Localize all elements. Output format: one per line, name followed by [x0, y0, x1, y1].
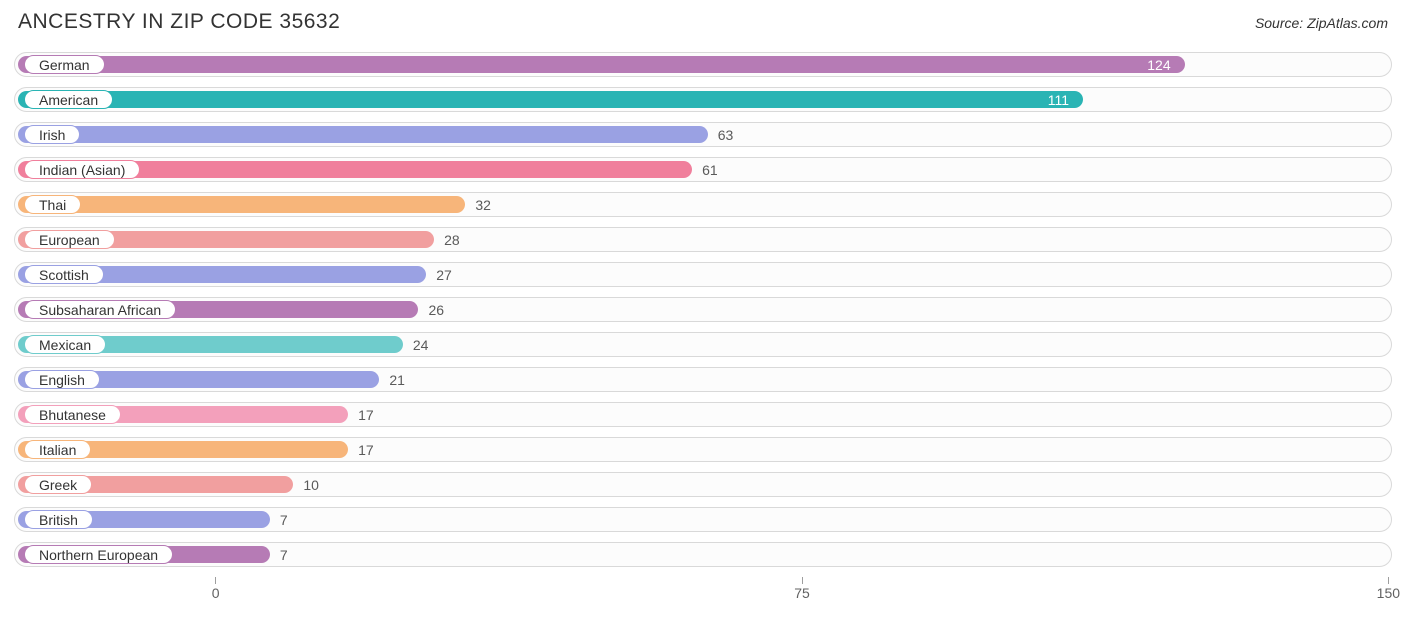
category-label-pill: Mexican	[24, 335, 106, 354]
chart-title: ANCESTRY IN ZIP CODE 35632	[18, 10, 340, 34]
bar-value: 7	[280, 507, 288, 532]
bar-row: Thai 32	[14, 192, 1392, 217]
bar-value: 111	[1048, 87, 1069, 112]
tick-label: 0	[212, 585, 220, 601]
category-label-pill: Thai	[24, 195, 81, 214]
bar-row: Northern European 7	[14, 542, 1392, 567]
bar-row: Italian 17	[14, 437, 1392, 462]
tick-mark	[802, 577, 803, 584]
x-axis: 0 75 150	[14, 577, 1392, 603]
bar-value: 61	[702, 157, 718, 182]
bar-fill	[18, 126, 708, 143]
category-label-pill: Greek	[24, 475, 92, 494]
bar-value: 27	[436, 262, 452, 287]
bar-row: Scottish 27	[14, 262, 1392, 287]
bar-row: Subsaharan African 26	[14, 297, 1392, 322]
bar-row: Irish 63	[14, 122, 1392, 147]
category-label-pill: Indian (Asian)	[24, 160, 140, 179]
category-label-pill: English	[24, 370, 100, 389]
source-attribution: Source: ZipAtlas.com	[1255, 15, 1388, 31]
axis-tick: 150	[1388, 577, 1389, 584]
tick-mark	[215, 577, 216, 584]
category-label-pill: European	[24, 230, 115, 249]
bar-row: German 124	[14, 52, 1392, 77]
bar-row: British 7	[14, 507, 1392, 532]
bar-fill	[18, 91, 1083, 108]
header: ANCESTRY IN ZIP CODE 35632 Source: ZipAt…	[14, 10, 1392, 34]
bar-value: 17	[358, 437, 374, 462]
bar-container: German 124 American 111 Irish 63 Indian (Asian…	[14, 52, 1392, 567]
bar-row: Greek 10	[14, 472, 1392, 497]
bar-value: 24	[413, 332, 429, 357]
bar-value: 26	[428, 297, 444, 322]
bar-value: 17	[358, 402, 374, 427]
ancestry-bar-chart: German 124 American 111 Irish 63 Indian (Asian…	[14, 52, 1392, 603]
axis-tick: 0	[215, 577, 216, 584]
category-label-pill: Scottish	[24, 265, 104, 284]
category-label-pill: Subsaharan African	[24, 300, 176, 319]
bar-value: 28	[444, 227, 460, 252]
bar-value: 32	[475, 192, 491, 217]
bar-value: 21	[389, 367, 405, 392]
bar-row: Mexican 24	[14, 332, 1392, 357]
category-label-pill: American	[24, 90, 113, 109]
bar-row: European 28	[14, 227, 1392, 252]
tick-label: 75	[794, 585, 810, 601]
bar-value: 10	[303, 472, 319, 497]
category-label-pill: Italian	[24, 440, 91, 459]
category-label-pill: Bhutanese	[24, 405, 121, 424]
bar-row: English 21	[14, 367, 1392, 392]
bar-row: American 111	[14, 87, 1392, 112]
bar-row: Bhutanese 17	[14, 402, 1392, 427]
bar-fill	[18, 56, 1185, 73]
category-label-pill: Northern European	[24, 545, 173, 564]
tick-label: 150	[1377, 585, 1400, 601]
category-label-pill: British	[24, 510, 93, 529]
bar-value: 7	[280, 542, 288, 567]
bar-value: 124	[1147, 52, 1170, 77]
tick-mark	[1388, 577, 1389, 584]
category-label-pill: Irish	[24, 125, 80, 144]
bar-fill	[18, 196, 465, 213]
category-label-pill: German	[24, 55, 105, 74]
axis-tick: 75	[802, 577, 803, 584]
bar-value: 63	[718, 122, 734, 147]
bar-row: Indian (Asian) 61	[14, 157, 1392, 182]
